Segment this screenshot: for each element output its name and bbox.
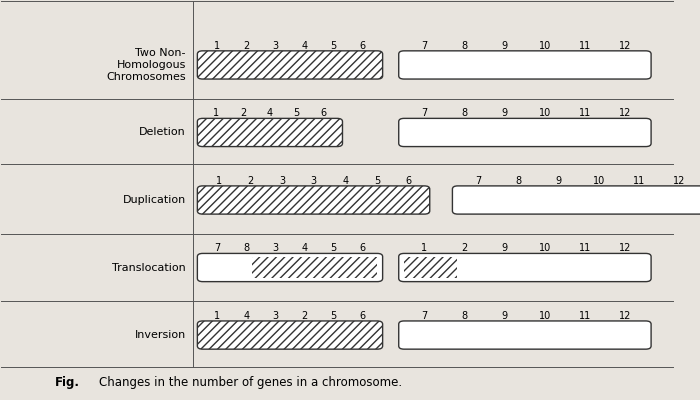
Text: 3: 3 <box>311 176 316 186</box>
Text: 1: 1 <box>216 176 222 186</box>
Text: Duplication: Duplication <box>122 195 186 205</box>
Text: 3: 3 <box>272 311 279 321</box>
Text: 7: 7 <box>475 176 481 186</box>
Text: 8: 8 <box>244 244 249 254</box>
Text: 12: 12 <box>673 176 685 186</box>
Text: 11: 11 <box>579 108 592 118</box>
Text: Inversion: Inversion <box>134 330 186 340</box>
Text: Translocation: Translocation <box>112 262 186 272</box>
Text: 8: 8 <box>461 41 468 51</box>
Text: 10: 10 <box>593 176 605 186</box>
Text: 2: 2 <box>240 108 246 118</box>
Text: Changes in the number of genes in a chromosome.: Changes in the number of genes in a chro… <box>99 376 402 389</box>
FancyBboxPatch shape <box>399 254 651 282</box>
Text: 10: 10 <box>539 244 551 254</box>
Text: Fig.: Fig. <box>55 376 80 389</box>
FancyBboxPatch shape <box>197 186 430 214</box>
Text: 5: 5 <box>330 41 337 51</box>
Text: 2: 2 <box>461 244 468 254</box>
Text: 12: 12 <box>620 108 632 118</box>
Text: 12: 12 <box>620 311 632 321</box>
Text: Deletion: Deletion <box>139 128 186 138</box>
Text: 6: 6 <box>321 108 327 118</box>
Text: 1: 1 <box>213 108 219 118</box>
Text: Two Non-
Homologous
Chromosomes: Two Non- Homologous Chromosomes <box>106 48 186 82</box>
Text: 5: 5 <box>330 244 337 254</box>
Bar <box>251 257 377 278</box>
Text: 6: 6 <box>405 176 412 186</box>
Text: 7: 7 <box>421 311 428 321</box>
Text: 9: 9 <box>502 311 508 321</box>
FancyBboxPatch shape <box>399 118 651 146</box>
Text: 2: 2 <box>247 176 253 186</box>
Text: 4: 4 <box>267 108 273 118</box>
Text: 11: 11 <box>633 176 645 186</box>
FancyBboxPatch shape <box>197 321 383 349</box>
Text: 12: 12 <box>620 244 632 254</box>
Text: 10: 10 <box>539 41 551 51</box>
Text: 9: 9 <box>502 108 508 118</box>
Text: 9: 9 <box>502 244 508 254</box>
FancyBboxPatch shape <box>399 51 651 79</box>
Text: 11: 11 <box>579 244 592 254</box>
Text: 6: 6 <box>360 244 366 254</box>
Text: 5: 5 <box>330 311 337 321</box>
Text: 6: 6 <box>360 41 366 51</box>
FancyBboxPatch shape <box>399 321 651 349</box>
Text: 3: 3 <box>272 244 279 254</box>
Text: 4: 4 <box>244 311 249 321</box>
Text: 7: 7 <box>214 244 220 254</box>
Text: 12: 12 <box>620 41 632 51</box>
Text: 1: 1 <box>421 244 427 254</box>
FancyBboxPatch shape <box>197 254 383 282</box>
Text: 9: 9 <box>502 41 508 51</box>
FancyBboxPatch shape <box>197 51 383 79</box>
Text: 5: 5 <box>374 176 380 186</box>
Text: 3: 3 <box>279 176 285 186</box>
Text: 7: 7 <box>421 41 428 51</box>
Text: 11: 11 <box>579 41 592 51</box>
FancyBboxPatch shape <box>452 186 700 214</box>
Text: 6: 6 <box>360 311 366 321</box>
Text: 10: 10 <box>539 311 551 321</box>
Text: 7: 7 <box>421 108 428 118</box>
Text: 2: 2 <box>302 311 308 321</box>
Text: 8: 8 <box>461 311 468 321</box>
Text: 9: 9 <box>555 176 561 186</box>
Bar <box>404 257 457 278</box>
Text: 8: 8 <box>515 176 522 186</box>
Text: 1: 1 <box>214 311 220 321</box>
Text: 11: 11 <box>579 311 592 321</box>
Text: 8: 8 <box>461 108 468 118</box>
Text: 10: 10 <box>539 108 551 118</box>
Text: 5: 5 <box>294 108 300 118</box>
Text: 4: 4 <box>302 244 307 254</box>
Text: 1: 1 <box>214 41 220 51</box>
Text: 3: 3 <box>272 41 279 51</box>
Text: 4: 4 <box>302 41 307 51</box>
FancyBboxPatch shape <box>197 118 342 146</box>
Text: 2: 2 <box>243 41 249 51</box>
Text: 4: 4 <box>342 176 349 186</box>
